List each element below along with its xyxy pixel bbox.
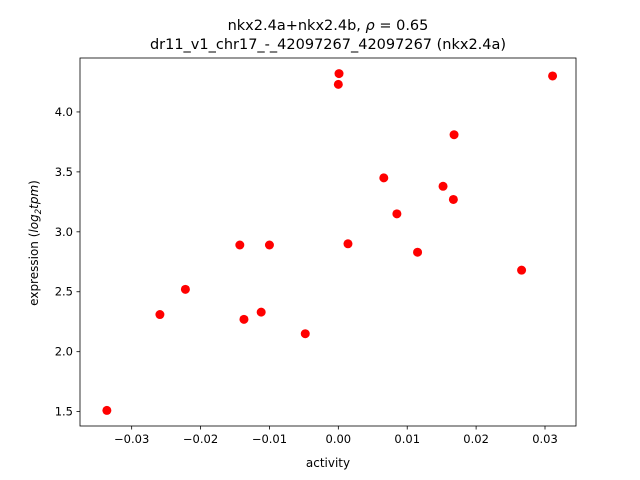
chart-title-line-1: nkx2.4a+nkx2.4b, ρ = 0.65 xyxy=(228,18,429,34)
title-prefix: nkx2.4a+nkx2.4b, xyxy=(228,18,366,34)
data-point xyxy=(517,265,527,275)
data-point xyxy=(264,240,274,250)
y-tick-label: 3.0 xyxy=(55,225,73,239)
ylabel-log: log xyxy=(27,214,41,233)
y-tick-label: 1.5 xyxy=(55,405,73,419)
ylabel-prefix: expression ( xyxy=(27,233,41,306)
x-tick-label: 0.02 xyxy=(463,432,489,446)
data-point xyxy=(379,173,389,183)
data-point xyxy=(155,310,165,320)
data-point xyxy=(413,247,423,257)
data-point xyxy=(392,209,402,219)
data-point xyxy=(300,329,310,339)
data-point xyxy=(102,405,112,415)
data-point xyxy=(449,130,459,140)
y-tick-label: 2.0 xyxy=(55,345,73,359)
title-rho-symbol: ρ xyxy=(366,18,376,34)
x-axis-label: activity xyxy=(306,456,350,470)
x-tick-label: 0.00 xyxy=(326,432,352,446)
data-point xyxy=(235,240,245,250)
data-point xyxy=(239,314,249,324)
x-tick-label: −0.03 xyxy=(114,432,149,446)
ylabel-subscript: 2 xyxy=(34,209,44,214)
title-rho-value: = 0.65 xyxy=(375,18,429,34)
plot-area: −0.03 −0.02 −0.01 0.00 0.01 0.02 0.03 1.5 2.0 2.5… xyxy=(55,57,577,446)
data-point xyxy=(334,69,344,79)
y-tick-label: 4.0 xyxy=(55,105,73,119)
x-tick-label: 0.01 xyxy=(394,432,420,446)
data-point xyxy=(548,71,558,81)
data-point xyxy=(333,79,343,89)
y-tick-label: 3.5 xyxy=(55,165,73,179)
y-tick-label: 2.5 xyxy=(55,285,73,299)
chart-title-line-2: dr11_v1_chr17_-_42097267_42097267 (nkx2.… xyxy=(150,37,506,53)
axes-frame xyxy=(79,57,577,427)
data-point xyxy=(438,181,448,191)
x-tick-label: 0.03 xyxy=(532,432,558,446)
ylabel-tpm: tpm xyxy=(27,185,41,209)
ylabel-suffix: ) xyxy=(27,180,41,185)
x-tick-label: −0.02 xyxy=(183,432,218,446)
y-axis-label: expression (log2tpm) xyxy=(27,180,44,306)
data-point xyxy=(180,284,190,294)
data-point xyxy=(256,307,266,317)
x-tick-label: −0.01 xyxy=(252,432,287,446)
data-point xyxy=(343,239,353,249)
data-point xyxy=(448,194,458,204)
